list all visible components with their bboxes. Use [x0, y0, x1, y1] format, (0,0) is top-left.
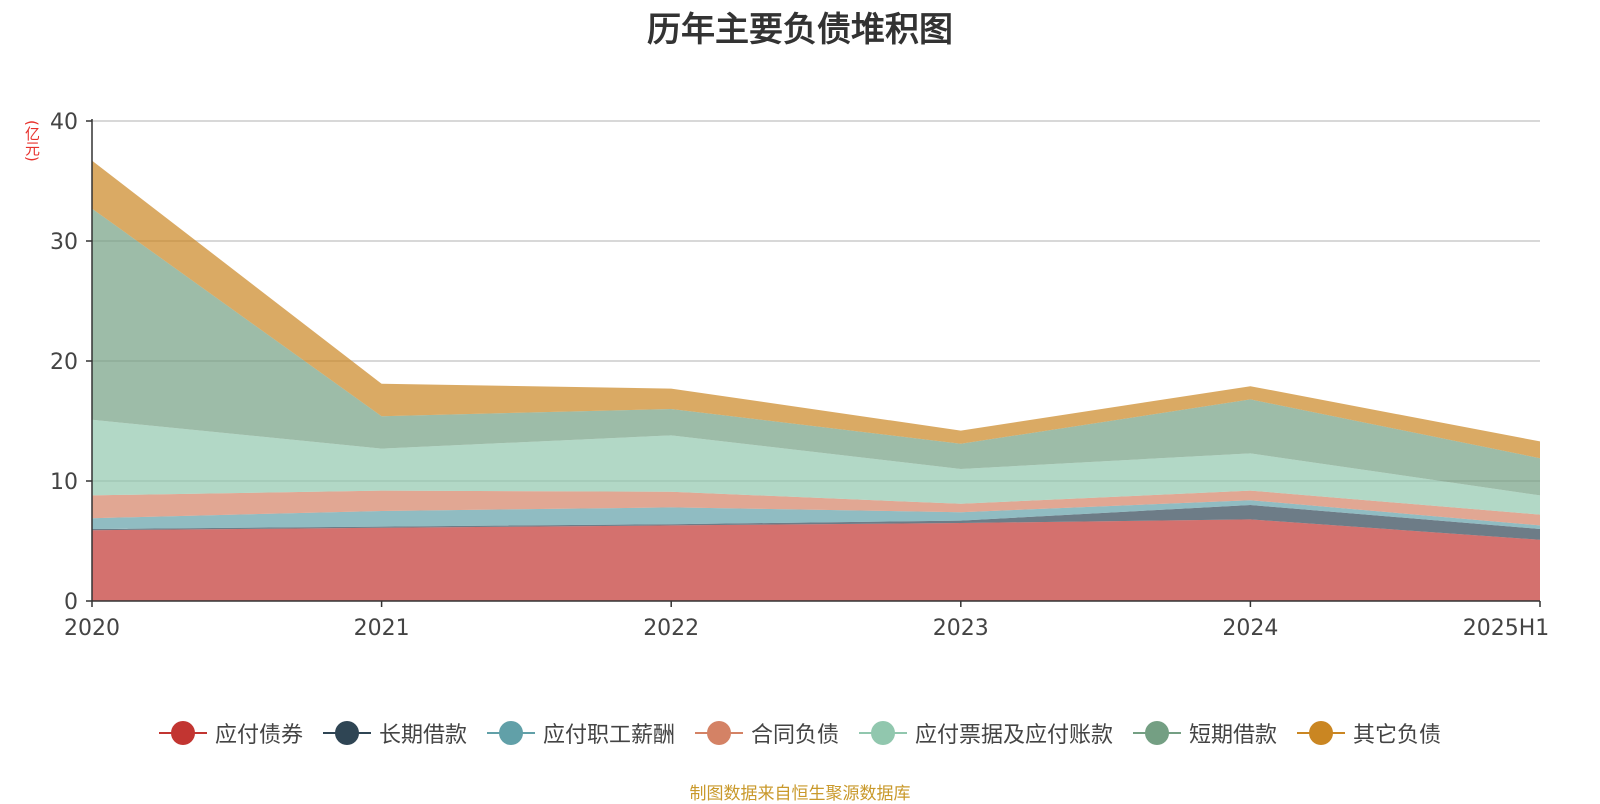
- legend-item[interactable]: 合同负债: [694, 717, 839, 749]
- legend-item[interactable]: 应付票据及应付账款: [859, 717, 1113, 749]
- y-tick-label: 0: [64, 590, 78, 615]
- legend-label: 应付职工薪酬: [542, 723, 675, 748]
- legend-item[interactable]: 长期借款: [322, 717, 467, 749]
- area-series: [92, 160, 1540, 459]
- legend-item[interactable]: 应付职工薪酬: [486, 717, 675, 749]
- legend-marker-icon: [1133, 721, 1182, 745]
- x-tick-label: 2025H1: [1463, 616, 1550, 641]
- legend-label: 应付票据及应付账款: [915, 723, 1114, 748]
- x-tick-label: 2024: [1222, 616, 1278, 641]
- chart-title: 历年主要负债堆积图: [647, 10, 953, 50]
- legend-item[interactable]: 应付债券: [158, 717, 303, 749]
- legend-item[interactable]: 短期借款: [1133, 717, 1277, 749]
- x-tick-label: 2020: [64, 616, 120, 641]
- legend: 应付债券 长期借款 应付职工薪酬 合同负债 应付票据及应付账款 短期借款 其它负债: [0, 718, 1600, 748]
- y-tick-label: 30: [50, 230, 78, 255]
- x-tick-label: 2023: [933, 616, 989, 641]
- area-series: [92, 208, 1540, 496]
- y-tick-label: 40: [50, 110, 78, 135]
- area-series: [92, 500, 1540, 529]
- y-tick-label: 20: [50, 350, 78, 375]
- x-tick-label: 2021: [354, 616, 410, 641]
- legend-marker-icon: [486, 721, 535, 745]
- y-tick-label: 10: [50, 470, 78, 495]
- legend-marker-icon: [694, 721, 743, 745]
- area-series: [92, 519, 1540, 601]
- legend-marker-icon: [322, 721, 371, 745]
- y-axis-unit-label: (亿元): [23, 120, 41, 162]
- legend-label: 合同负债: [750, 723, 839, 748]
- legend-marker-icon: [1297, 721, 1346, 745]
- legend-item[interactable]: 其它负债: [1297, 717, 1441, 749]
- legend-marker-icon: [158, 721, 207, 745]
- source-note: 制图数据来自恒生聚源数据库: [689, 784, 911, 804]
- area-series: [92, 505, 1540, 540]
- legend-label: 长期借款: [378, 723, 467, 748]
- area-series: [92, 419, 1540, 515]
- legend-label: 应付债券: [214, 723, 303, 748]
- area-layer: [92, 160, 1540, 601]
- legend-label: 其它负债: [1353, 723, 1442, 748]
- legend-marker-icon: [859, 721, 907, 745]
- axis-layer: 0 10 20 30 40 2020 2021 2022 2023 2024 2025H1: [50, 110, 1549, 641]
- area-series: [92, 490, 1540, 526]
- x-tick-label: 2022: [643, 616, 699, 641]
- legend-label: 短期借款: [1189, 723, 1278, 748]
